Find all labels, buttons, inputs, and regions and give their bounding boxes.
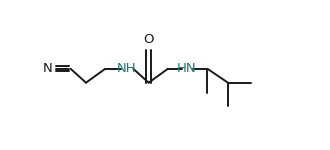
Text: NH: NH <box>117 62 137 75</box>
Text: HN: HN <box>177 62 197 75</box>
Text: N: N <box>43 62 53 75</box>
Text: O: O <box>144 33 154 46</box>
